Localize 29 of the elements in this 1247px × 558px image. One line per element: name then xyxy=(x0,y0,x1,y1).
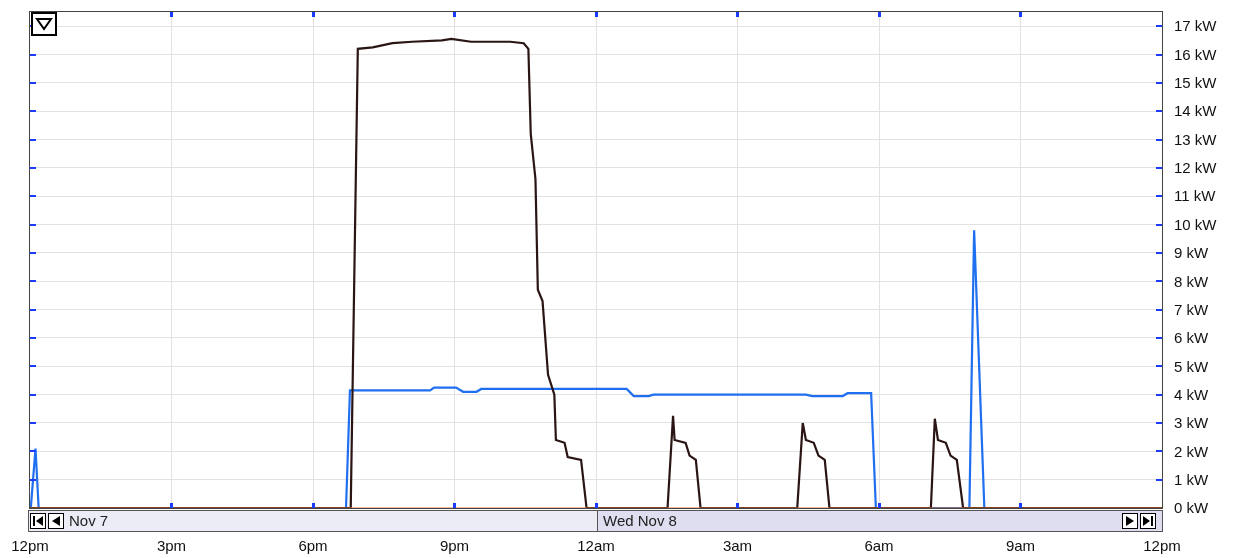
y-tick-label: 3 kW xyxy=(1174,414,1210,432)
text: Nov 7 xyxy=(69,512,109,529)
y-tick-label: 1 kW xyxy=(1174,470,1210,488)
x-tick-label: 12pm xyxy=(11,537,49,554)
y-tick-label: 8 kW xyxy=(1174,272,1210,290)
y-tick-label: 16 kW xyxy=(1174,45,1218,63)
y-tick-label: 11 kW xyxy=(1174,187,1217,205)
y-tick-label: 14 kW xyxy=(1174,102,1218,120)
y-tick-label: 17 kW xyxy=(1174,17,1218,35)
y-tick-label: 4 kW xyxy=(1174,385,1210,403)
y-tick-label: 15 kW xyxy=(1174,74,1218,92)
y-tick-label: 13 kW xyxy=(1174,130,1218,148)
y-tick-label: 6 kW xyxy=(1174,329,1210,347)
x-tick-label: 3am xyxy=(722,537,753,554)
y-tick-label: 2 kW xyxy=(1174,442,1210,460)
y-tick-label: 12 kW xyxy=(1174,159,1218,177)
x-tick-label: 9pm xyxy=(439,537,470,554)
x-tick-label: 9am xyxy=(1005,537,1036,554)
text: Wed Nov 8 xyxy=(603,512,677,529)
y-tick-label: 10 kW xyxy=(1174,215,1218,233)
x-tick-label: 12am xyxy=(577,537,615,554)
y-tick-label: 5 kW xyxy=(1174,357,1210,375)
x-tick-label: 12pm xyxy=(1143,537,1181,554)
y-tick-label: 9 kW xyxy=(1174,244,1210,262)
x-tick-label: 6pm xyxy=(298,537,328,554)
x-tick-label: 3pm xyxy=(156,537,187,554)
y-tick-label: 7 kW xyxy=(1174,300,1210,318)
x-tick-label: 6am xyxy=(864,537,894,554)
y-tick-label: 0 kW xyxy=(1174,499,1210,517)
